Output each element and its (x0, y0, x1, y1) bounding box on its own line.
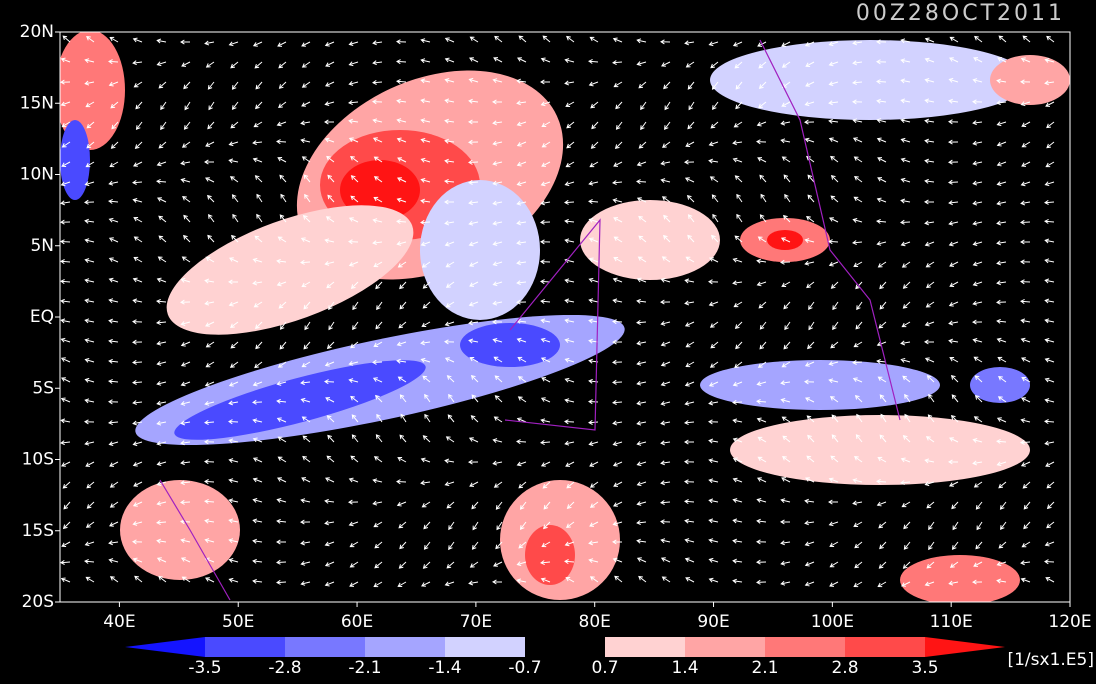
y-tick-label: EQ (30, 307, 54, 327)
colorbar-segment (765, 637, 845, 657)
colorbar-segment (685, 637, 765, 657)
field-region (525, 525, 575, 585)
map-title: 00Z28OCT2011 (856, 1, 1065, 26)
colorbar-segment (525, 637, 605, 657)
y-tick-label: 20N (20, 22, 54, 42)
wind-vectors (60, 35, 1055, 588)
y-tick-label: 5N (30, 236, 54, 256)
field-region (990, 55, 1070, 105)
y-tick-label: 10S (22, 450, 54, 470)
x-tick-label: 50E (222, 612, 254, 632)
field-region (460, 323, 560, 367)
y-tick-label: 10N (20, 165, 54, 185)
field-region (710, 40, 1030, 120)
field-region (174, 360, 426, 440)
colorbar-segment (845, 637, 925, 657)
colorbar-label: -3.5 (188, 658, 221, 678)
field-region (730, 415, 1030, 485)
x-tick-label: 70E (460, 612, 492, 632)
x-tick-label: 40E (103, 612, 135, 632)
field-region (340, 160, 420, 220)
colorbar-label: -2.1 (348, 658, 381, 678)
colorbar-units: [1/sx1.E5] (1007, 650, 1094, 670)
field-region (60, 120, 90, 200)
colorbar-segment (285, 637, 365, 657)
colorbar-segment (205, 637, 285, 657)
colorbar-label: -2.8 (268, 658, 301, 678)
colorbar-segment (125, 637, 205, 657)
colorbar-label: 2.1 (751, 658, 778, 678)
x-tick-label: 100E (811, 612, 854, 632)
colorbar-label: 0.7 (591, 658, 618, 678)
x-tick-label: 60E (341, 612, 373, 632)
colorbar-segment (365, 637, 445, 657)
colorbar-segment (445, 637, 525, 657)
y-tick-label: 15N (20, 93, 54, 113)
coastline (504, 218, 601, 431)
colorbar-label: -1.4 (428, 658, 461, 678)
colorbar: -3.5 -2.8 -2.1 -1.4 -0.7 0.7 1.4 2.1 2.8 3.5 [1/sx… (125, 637, 1094, 678)
coastline (759, 39, 901, 421)
x-tick-label: 110E (930, 612, 973, 632)
x-tick-label: 120E (1048, 612, 1091, 632)
y-tick-label: 5S (32, 378, 54, 398)
colorbar-label: 2.8 (831, 658, 858, 678)
colorbar-segment (605, 637, 685, 657)
coastline (159, 479, 231, 601)
field-region (120, 480, 240, 580)
vorticity-field (60, 32, 1070, 602)
field-region (900, 555, 1020, 602)
field-region (166, 205, 414, 335)
field-region (420, 180, 540, 320)
colorbar-label: 3.5 (911, 658, 938, 678)
colorbar-segment (925, 637, 1005, 657)
colorbar-label: 1.4 (671, 658, 698, 678)
y-tick-label: 20S (22, 592, 54, 612)
field-region (700, 360, 940, 410)
colorbar-label: -0.7 (508, 658, 541, 678)
field-region (970, 367, 1030, 403)
axes: 40E 50E 60E 70E 80E 90E 100E 110E 120E 20N 15N 10N 5… (20, 22, 1092, 632)
y-tick-label: 15S (22, 521, 54, 541)
x-tick-label: 80E (579, 612, 611, 632)
field-region (580, 200, 720, 280)
x-tick-label: 90E (697, 612, 729, 632)
